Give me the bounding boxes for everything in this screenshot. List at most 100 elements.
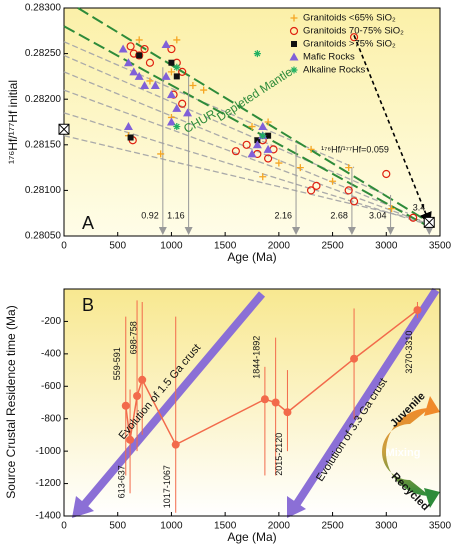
x-tick-label: 2000 [268,241,291,252]
y-tick-label: 0.28050 [25,231,62,242]
mixing-icon-tip [424,396,440,416]
x-axis-label: Age (Ma) [227,530,276,544]
point [140,81,150,90]
model-age-label: 3.04 [369,210,387,220]
x-tick-label: 0 [61,241,67,252]
y-tick-label: -800 [41,413,61,424]
point [123,58,133,67]
point [263,144,273,153]
point [134,71,144,80]
panel-label: A [82,213,94,233]
y-tick-label: -1200 [35,478,61,489]
point [123,122,133,131]
y-tick-label: -1400 [35,511,61,522]
point [242,140,251,149]
point [349,197,359,206]
legend-marker [289,26,299,36]
model-age-label: 0.92 [141,210,159,220]
box-marker [58,123,70,135]
y-tick-label: 0.28200 [25,94,62,105]
point [161,39,171,48]
point-label: 1844-1892 [251,336,261,379]
y-tick-label: 0.28250 [25,48,62,59]
point [409,213,418,222]
x-tick-label: 500 [109,521,126,532]
series-line [125,309,418,446]
model-age-label: 2.16 [275,210,293,220]
x-tick-label: 3500 [429,241,452,252]
legend-label: Mafic Rocks [303,52,355,63]
point [173,73,180,80]
point [345,164,353,172]
point [140,44,149,54]
point [275,159,283,167]
box-marker [423,216,435,228]
legend-marker [289,52,299,61]
point-label: 2015-2120 [274,433,284,476]
point [350,354,359,363]
point [167,44,176,54]
x-tick-label: 1000 [160,241,183,252]
point [312,181,321,190]
plot-frame [63,7,441,237]
point [265,132,272,139]
point [200,86,208,94]
x-tick-label: 3500 [429,521,452,532]
point [271,398,280,407]
point [259,132,267,140]
x-tick-label: 2500 [321,241,344,252]
point [344,186,353,195]
y-tick-label: -400 [41,348,61,359]
point [349,33,359,42]
y-axis-label: Source Crustal Residence time (Ma) [4,305,18,498]
y-tick-label: 0.28300 [25,3,62,14]
point [413,306,422,315]
model-age-label: 1.16 [167,210,185,220]
point [382,169,391,179]
x-tick-label: 1500 [214,241,237,252]
legend-label: Granitoids <65% SiO₂ [303,13,396,24]
point [135,36,143,44]
point-label: 559-591 [112,347,122,380]
y-tick-label: -600 [41,381,61,392]
point [133,392,142,401]
point [259,173,267,181]
evolution-line [63,71,409,214]
y-tick-label: 0.28100 [25,185,62,196]
point [157,150,165,158]
evolution-line [63,89,425,223]
x-tick-label: 0 [61,521,67,532]
point [264,118,272,126]
annotation: ¹⁷⁶Hf/¹⁷⁷Hf=0.059 [321,144,389,154]
point [183,108,193,117]
x-tick-label: 3000 [375,241,398,252]
point [248,123,256,131]
point [306,186,316,195]
legend-label: Alkaline Rocks [303,65,366,76]
mixing-icon-tip [424,488,440,508]
point [171,440,180,449]
point [118,44,128,53]
point [161,71,171,80]
point [283,408,292,417]
crust-arrow-head [72,496,94,518]
point [173,123,181,131]
x-tick-label: 1000 [160,521,183,532]
point-label: 613-637 [116,465,126,498]
point [126,42,135,51]
point [129,67,139,76]
point [173,36,181,44]
x-tick-label: 3000 [375,521,398,532]
x-tick-label: 2000 [268,521,291,532]
y-tick-label: -200 [41,316,61,327]
point [138,375,147,384]
point [247,149,257,158]
x-axis-label: Age (Ma) [227,250,276,264]
point [252,140,262,149]
point [166,117,176,126]
point [388,205,396,213]
x-tick-label: 2500 [321,521,344,532]
point [258,122,268,131]
point [126,435,135,444]
point [178,67,187,76]
